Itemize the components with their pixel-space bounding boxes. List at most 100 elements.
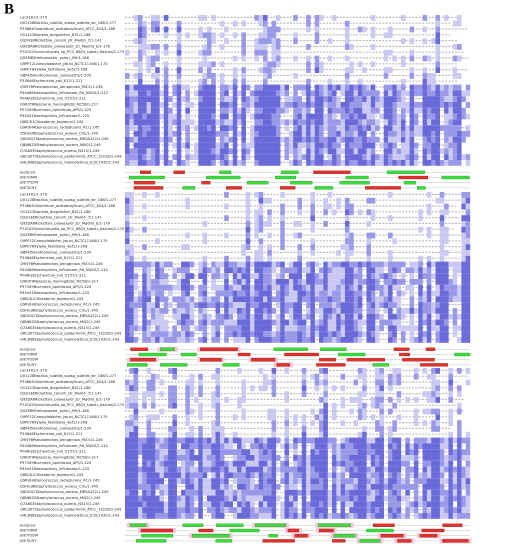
conservation-cell [275, 131, 281, 137]
conservation-cell [327, 495, 333, 502]
conservation-cell [211, 78, 216, 85]
conservation-cell [129, 391, 134, 397]
conservation-cell [297, 131, 303, 137]
conservation-cell [176, 102, 182, 108]
conservation-cell [383, 279, 389, 285]
conservation-cell [383, 495, 389, 502]
conservation-cell [142, 402, 147, 409]
conservation-cell [219, 484, 225, 490]
conservation-cell [155, 267, 160, 274]
conservation-cell [219, 113, 225, 120]
conservation-cell [457, 107, 462, 114]
conservation-cell [401, 55, 406, 62]
conservation-cell [228, 484, 234, 490]
sequence-name: P33646Escherichia_coli_K12/1-211 [20, 79, 83, 83]
conservation-cell [448, 313, 453, 320]
conservation-cell [189, 385, 195, 392]
conservation-cell [155, 279, 160, 285]
conservation-cell [465, 226, 471, 233]
conservation-cell [448, 96, 453, 102]
conservation-cell [258, 90, 264, 97]
conservation-cell [125, 337, 130, 343]
conservation-cell [409, 290, 415, 297]
conservation-cell [426, 501, 432, 508]
conservation-cell [267, 148, 272, 155]
sequence-name: Q8KCK1Chlorobium_tepidum/1-245 [20, 120, 83, 124]
sequence-name: Q8NWZ0Staphylococcus_aureus_MW2/1-249 [20, 496, 101, 500]
conservation-cell [250, 472, 255, 479]
conservation-cell [310, 437, 315, 444]
conservation-cell [280, 90, 285, 97]
conservation-cell [228, 449, 234, 455]
conservation-cell [327, 489, 333, 496]
conservation-cell [332, 160, 337, 166]
conservation-cell [310, 284, 315, 291]
conservation-cell [370, 61, 376, 68]
conservation-cell [159, 379, 165, 386]
conservation-cell [271, 44, 277, 50]
conservation-cell [163, 154, 169, 160]
conservation-cell [133, 119, 139, 126]
conservation-cell [267, 472, 272, 479]
conservation-cell [172, 466, 177, 473]
conservation-cell [211, 302, 216, 308]
conservation-cell [426, 437, 432, 444]
conservation-cell [146, 379, 152, 386]
conservation-cell [142, 255, 147, 262]
structure-bar [215, 539, 233, 543]
conservation-cell [228, 302, 234, 308]
conservation-cell [297, 337, 303, 343]
conservation-cell [323, 385, 328, 392]
conservation-cell [150, 55, 156, 62]
conservation-cell [232, 267, 238, 274]
conservation-cell [362, 449, 367, 455]
conservation-cell [142, 192, 147, 198]
conservation-cell [426, 154, 432, 160]
conservation-cell [422, 501, 428, 508]
conservation-cell [198, 319, 203, 326]
conservation-cell [125, 255, 130, 262]
conservation-cell [133, 113, 139, 120]
conservation-cell [172, 420, 177, 426]
conservation-cell [271, 131, 277, 137]
conservation-cell [267, 102, 272, 108]
conservation-cell [280, 84, 285, 91]
conservation-cell [431, 119, 436, 126]
conservation-cell [413, 408, 419, 415]
conservation-cell [375, 90, 380, 97]
conservation-cell [232, 273, 238, 279]
conservation-cell [224, 495, 229, 502]
conservation-cell [314, 55, 320, 62]
conservation-cell [150, 279, 156, 285]
conservation-cell [323, 368, 328, 374]
conservation-cell [310, 197, 315, 204]
conservation-cell [306, 284, 311, 291]
conservation-cell [357, 261, 363, 268]
conservation-cell [297, 203, 303, 210]
conservation-cell [198, 296, 203, 303]
conservation-cell [357, 472, 363, 479]
conservation-cell [370, 32, 376, 39]
conservation-cell [202, 267, 208, 274]
conservation-cell [232, 73, 238, 79]
conservation-cell [245, 273, 251, 279]
conservation-cell [435, 44, 441, 50]
conservation-cell [185, 431, 190, 438]
conservation-cell [185, 102, 190, 108]
conservation-cell [263, 513, 268, 519]
structure-bar [133, 181, 156, 185]
conservation-cell [293, 119, 298, 126]
conservation-cell [366, 495, 372, 502]
conservation-cell [396, 495, 402, 502]
conservation-cell [396, 313, 402, 320]
conservation-cell [353, 331, 359, 337]
conservation-cell [418, 296, 423, 303]
conservation-cell [452, 478, 458, 484]
conservation-cell [314, 96, 320, 102]
conservation-cell [155, 302, 160, 308]
conservation-cell [267, 507, 272, 513]
conservation-cell [232, 507, 238, 513]
sequence-name: P33664Clostridium_acetobutylicum_ATCC_82… [20, 204, 116, 208]
conservation-cell [332, 414, 337, 421]
conservation-cell [426, 302, 432, 308]
